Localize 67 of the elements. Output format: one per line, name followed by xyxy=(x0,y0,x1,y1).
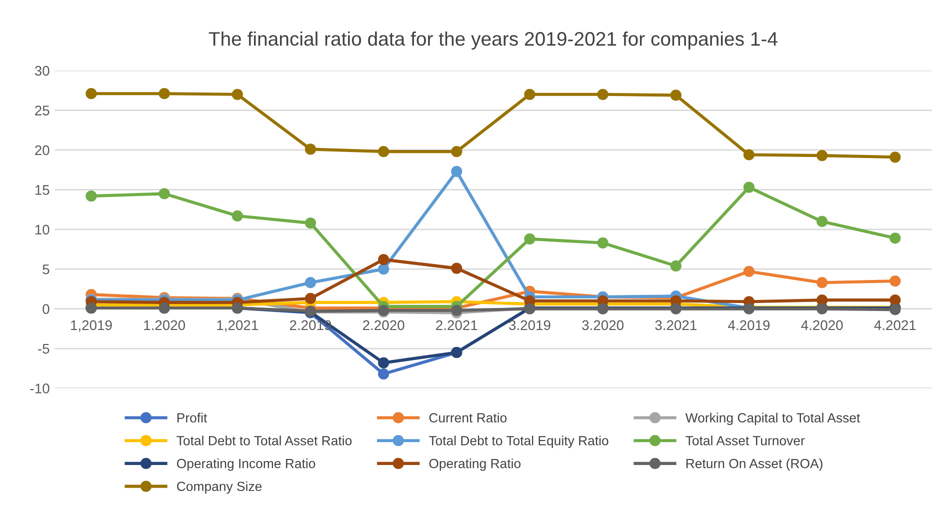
point xyxy=(304,144,316,155)
legend-label: Operating Ratio xyxy=(429,458,521,471)
y-tick-label: 10 xyxy=(35,224,50,235)
x-tick-label: 3.2021 xyxy=(655,320,696,330)
x-tick-label: 2.2020 xyxy=(363,320,404,330)
point xyxy=(158,88,170,100)
point xyxy=(890,152,901,163)
point xyxy=(451,304,462,316)
point xyxy=(158,188,170,200)
point xyxy=(451,146,462,158)
x-tick-label: 4.2020 xyxy=(801,320,843,330)
point xyxy=(816,216,828,228)
y-tick-label: 15 xyxy=(35,185,50,195)
point xyxy=(451,262,462,274)
point xyxy=(86,88,97,100)
point xyxy=(86,190,97,202)
point xyxy=(304,217,316,229)
point xyxy=(743,182,755,193)
point xyxy=(890,275,901,287)
y-tick-label: -10 xyxy=(30,384,50,394)
point xyxy=(670,90,682,101)
legend-label: Total Debt to Total Equity Ratio xyxy=(428,436,608,448)
x-tick-label: 4.2021 xyxy=(874,320,916,330)
y-tick-label: 25 xyxy=(35,106,50,116)
x-tick-label: 1,2021 xyxy=(217,320,258,332)
x-tick-label: 1,2019 xyxy=(71,320,112,332)
point xyxy=(378,254,390,266)
point xyxy=(890,232,901,244)
legend-label: Company Size xyxy=(177,481,262,494)
x-tick-label: 4.2019 xyxy=(728,320,770,330)
legend-label: Current Ratio xyxy=(429,412,507,422)
legend-label: Operating Income Ratio xyxy=(176,458,316,471)
legend-label: Working Capital to Total Asset xyxy=(685,412,860,426)
legend-label: Return On Asset (ROA) xyxy=(686,458,822,471)
point xyxy=(524,88,536,100)
legend-label: Total Debt to Total Asset Ratio xyxy=(176,436,352,446)
point xyxy=(304,292,316,304)
point xyxy=(232,210,243,222)
point xyxy=(743,149,755,160)
chart-title: The financial ratio data for the years 2019-2021 for companies 1-4 xyxy=(208,31,778,50)
x-tick-label: 3.2019 xyxy=(509,320,550,330)
point xyxy=(451,166,462,177)
legend-label: Profit xyxy=(177,412,208,422)
x-tick-label: 3.2020 xyxy=(582,320,624,330)
point xyxy=(378,146,390,158)
y-tick-label: 20 xyxy=(35,145,50,156)
point xyxy=(743,266,755,278)
point xyxy=(232,88,243,100)
y-tick-label: -5 xyxy=(38,344,50,354)
y-tick-label: 5 xyxy=(42,264,50,274)
point xyxy=(378,264,390,275)
x-tick-label: 2.2021 xyxy=(436,320,478,330)
point xyxy=(524,233,536,244)
point xyxy=(304,277,316,288)
y-tick-label: 30 xyxy=(34,66,50,76)
point xyxy=(378,357,390,368)
x-tick-label: 1.2020 xyxy=(144,320,186,330)
point xyxy=(597,237,608,248)
point xyxy=(597,88,608,100)
point xyxy=(890,294,901,306)
point xyxy=(378,368,390,380)
point xyxy=(670,260,682,272)
legend-label: Total Asset Turnover xyxy=(686,436,805,446)
point xyxy=(816,294,828,306)
point xyxy=(816,277,828,288)
point xyxy=(816,150,828,162)
y-tick-label: 0 xyxy=(42,304,50,314)
